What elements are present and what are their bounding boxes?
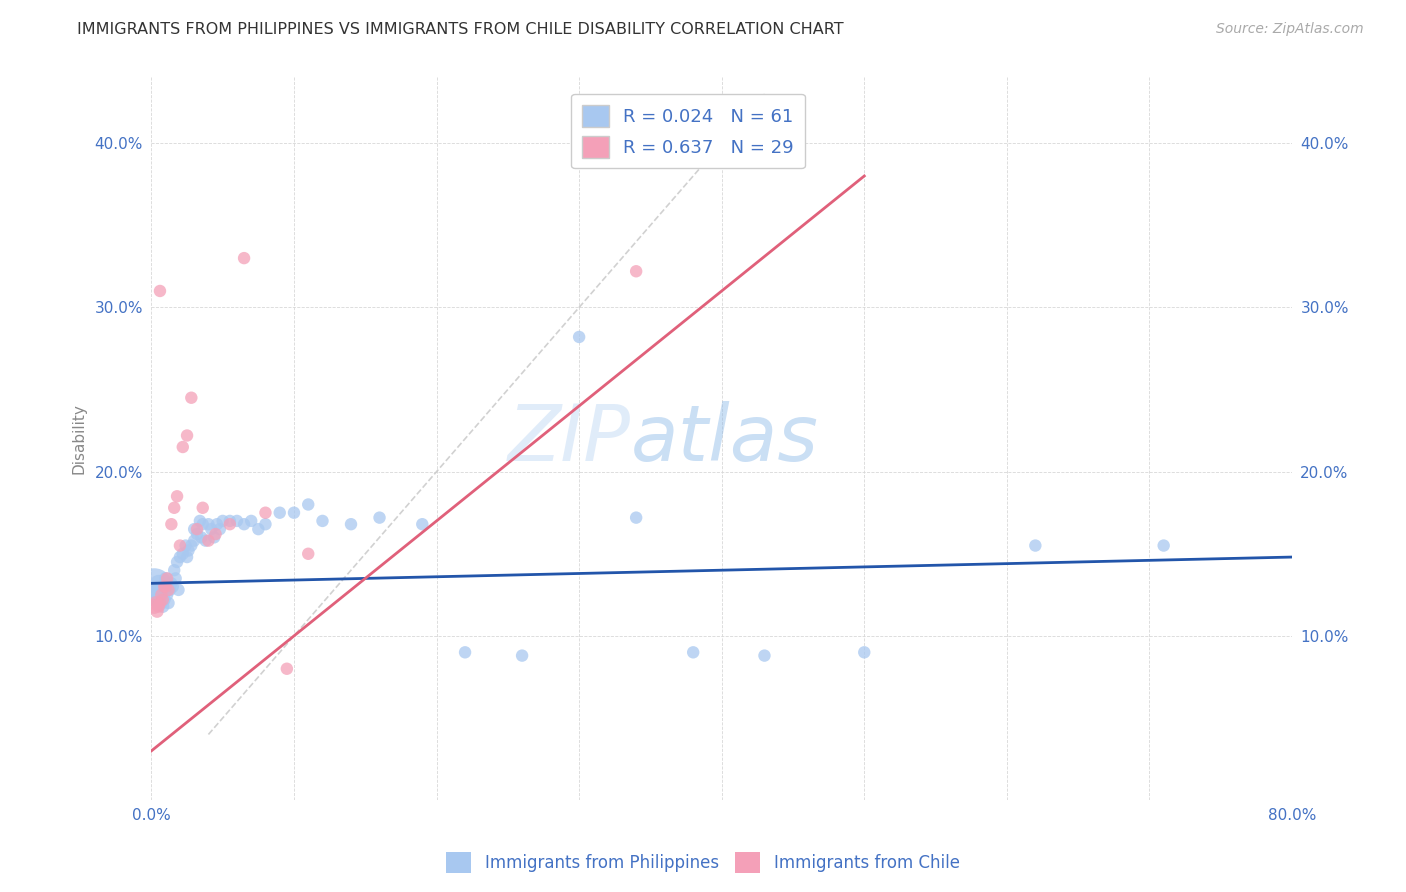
- Point: [624, 510, 647, 524]
- Point: [682, 645, 704, 659]
- Point: [204, 527, 226, 541]
- Point: [188, 514, 211, 528]
- Point: [156, 571, 179, 585]
- Point: [152, 580, 174, 594]
- Point: [191, 517, 214, 532]
- Point: [194, 533, 217, 548]
- Point: [176, 550, 198, 565]
- Point: [183, 522, 205, 536]
- Point: [754, 648, 776, 663]
- Point: [157, 582, 180, 597]
- Point: [157, 596, 180, 610]
- Point: [165, 571, 187, 585]
- Text: ZIP: ZIP: [508, 401, 630, 477]
- Point: [145, 596, 167, 610]
- Point: [853, 645, 876, 659]
- Point: [169, 550, 191, 565]
- Point: [180, 391, 202, 405]
- Point: [150, 588, 173, 602]
- Point: [149, 596, 172, 610]
- Point: [177, 543, 200, 558]
- Point: [146, 604, 169, 618]
- Point: [191, 500, 214, 515]
- Point: [146, 582, 169, 597]
- Point: [297, 547, 319, 561]
- Point: [233, 251, 256, 265]
- Point: [155, 571, 177, 585]
- Point: [254, 517, 277, 532]
- Point: [254, 506, 277, 520]
- Point: [166, 489, 188, 503]
- Point: [283, 506, 305, 520]
- Point: [169, 539, 191, 553]
- Point: [208, 522, 231, 536]
- Point: [153, 580, 176, 594]
- Point: [167, 582, 190, 597]
- Point: [247, 522, 270, 536]
- Point: [218, 514, 240, 528]
- Point: [172, 547, 194, 561]
- Point: [197, 533, 219, 548]
- Point: [186, 522, 208, 536]
- Point: [205, 517, 228, 532]
- Point: [153, 592, 176, 607]
- Point: [368, 510, 391, 524]
- Point: [226, 514, 249, 528]
- Point: [211, 514, 233, 528]
- Point: [218, 517, 240, 532]
- Point: [163, 563, 186, 577]
- Point: [155, 580, 177, 594]
- Point: [197, 517, 219, 532]
- Point: [148, 599, 170, 614]
- Point: [166, 555, 188, 569]
- Point: [240, 514, 263, 528]
- Point: [162, 580, 184, 594]
- Point: [160, 576, 183, 591]
- Point: [276, 662, 298, 676]
- Point: [176, 428, 198, 442]
- Point: [454, 645, 477, 659]
- Point: [143, 580, 166, 594]
- Point: [1024, 539, 1046, 553]
- Point: [568, 330, 591, 344]
- Point: [145, 588, 167, 602]
- Point: [624, 264, 647, 278]
- Point: [297, 498, 319, 512]
- Text: IMMIGRANTS FROM PHILIPPINES VS IMMIGRANTS FROM CHILE DISABILITY CORRELATION CHAR: IMMIGRANTS FROM PHILIPPINES VS IMMIGRANT…: [77, 22, 844, 37]
- Point: [163, 500, 186, 515]
- Point: [143, 599, 166, 614]
- Point: [411, 517, 433, 532]
- Point: [159, 582, 181, 597]
- Point: [148, 576, 170, 591]
- Point: [149, 596, 172, 610]
- Legend: Immigrants from Philippines, Immigrants from Chile: Immigrants from Philippines, Immigrants …: [440, 846, 966, 880]
- Point: [202, 530, 225, 544]
- Point: [510, 648, 533, 663]
- Point: [183, 533, 205, 548]
- Point: [149, 284, 172, 298]
- Legend: R = 0.024   N = 61, R = 0.637   N = 29: R = 0.024 N = 61, R = 0.637 N = 29: [571, 94, 804, 169]
- Point: [152, 599, 174, 614]
- Point: [180, 539, 202, 553]
- Point: [311, 514, 333, 528]
- Point: [174, 539, 197, 553]
- Point: [186, 527, 208, 541]
- Point: [172, 440, 194, 454]
- Point: [155, 582, 177, 597]
- Text: Source: ZipAtlas.com: Source: ZipAtlas.com: [1216, 22, 1364, 37]
- Point: [190, 530, 212, 544]
- Point: [152, 592, 174, 607]
- Point: [200, 522, 222, 536]
- Point: [269, 506, 291, 520]
- Point: [340, 517, 363, 532]
- Text: atlas: atlas: [630, 401, 818, 477]
- Point: [156, 588, 179, 602]
- Point: [160, 517, 183, 532]
- Point: [233, 517, 256, 532]
- Y-axis label: Disability: Disability: [72, 403, 86, 475]
- Point: [1153, 539, 1175, 553]
- Point: [150, 588, 173, 602]
